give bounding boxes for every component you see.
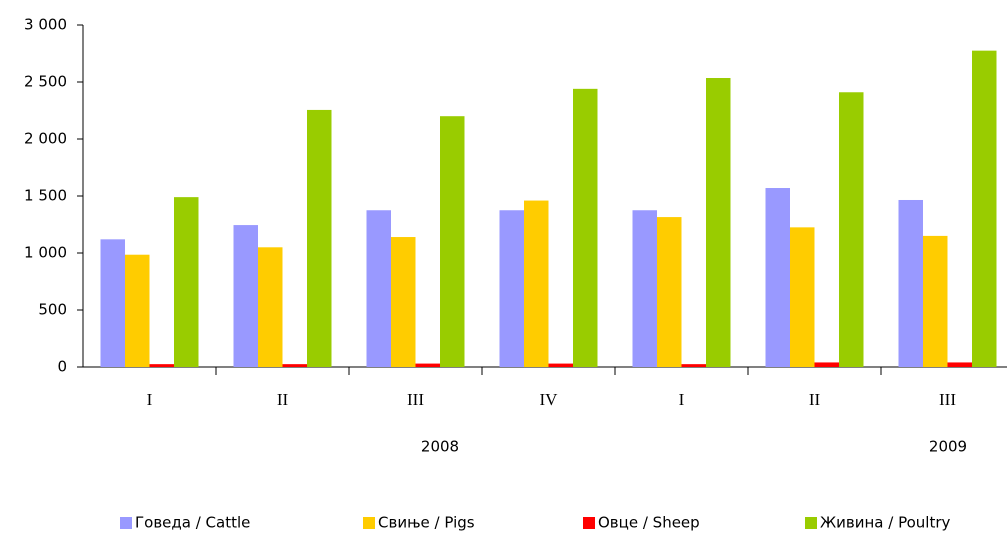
x-tick-label: II <box>809 390 821 409</box>
group-label: 2008 <box>421 438 459 456</box>
bar <box>125 254 150 367</box>
bar <box>307 109 332 368</box>
bar <box>681 364 706 367</box>
bar <box>923 235 948 367</box>
bar <box>972 50 997 368</box>
bar <box>573 88 598 367</box>
legend-label: Овце / Sheep <box>598 514 700 532</box>
y-tick-label: 1 500 <box>24 187 67 205</box>
bar <box>524 200 549 367</box>
y-tick-label: 500 <box>38 301 67 319</box>
bar <box>149 364 174 367</box>
bar <box>499 210 524 367</box>
legend-label: Говеда / Cattle <box>135 514 250 532</box>
x-tick-label: I <box>679 390 685 409</box>
bar <box>790 227 815 367</box>
x-tick-label: II <box>277 390 289 409</box>
legend-swatch <box>583 517 595 529</box>
legend-swatch <box>120 517 132 529</box>
x-tick-label: I <box>147 390 153 409</box>
bar <box>282 364 307 367</box>
x-tick-label: III <box>407 390 424 409</box>
bar <box>765 188 790 367</box>
bar <box>839 92 864 367</box>
y-tick-label: 3 000 <box>24 16 67 34</box>
bar <box>814 362 839 367</box>
y-tick-label: 0 <box>57 358 67 376</box>
bar <box>366 210 391 367</box>
x-tick-label: IV <box>540 390 559 409</box>
bar <box>706 78 731 367</box>
bar <box>898 199 923 367</box>
group-label: 2009 <box>929 438 967 456</box>
bar <box>632 210 657 367</box>
legend-swatch <box>805 517 817 529</box>
bar <box>391 237 416 367</box>
bar <box>947 362 972 367</box>
bar <box>174 197 199 367</box>
bar <box>258 247 283 367</box>
bar <box>440 116 465 367</box>
legend-swatch <box>363 517 375 529</box>
y-tick-label: 2 000 <box>24 130 67 148</box>
legend-label: Живина / Poultry <box>820 514 950 532</box>
bar <box>548 363 573 367</box>
bar <box>415 363 440 367</box>
legend-label: Свиње / Pigs <box>378 514 475 532</box>
y-tick-label: 1 000 <box>24 244 67 262</box>
bar <box>100 239 125 367</box>
bar <box>233 225 258 367</box>
bar <box>657 217 682 367</box>
y-tick-label: 2 500 <box>24 73 67 91</box>
x-tick-label: III <box>939 390 956 409</box>
